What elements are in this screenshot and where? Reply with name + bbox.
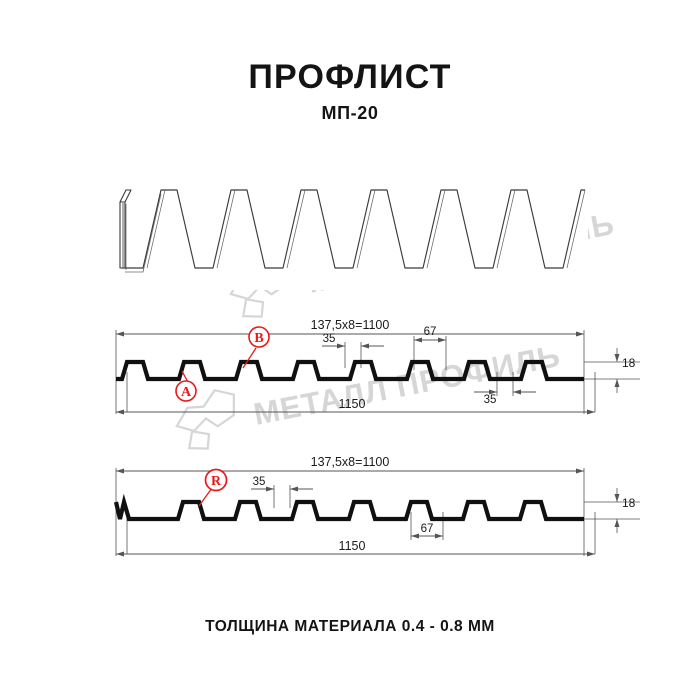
section-top-extension-lines — [115, 330, 640, 414]
dim-valley-width-bottom: 67 — [410, 512, 444, 540]
page-subtitle: МП-20 — [321, 103, 379, 123]
dim-height-top: 18 — [614, 348, 636, 393]
dim-label-pitch-bottom: 137,5x8=1100 — [311, 455, 390, 469]
dim-label-overall-top: 1150 — [339, 397, 366, 411]
dim-label-height-bottom: 18 — [622, 496, 636, 510]
dim-overall-top: 1150 — [116, 397, 595, 415]
dim-rib-width-top: 35 — [322, 333, 384, 368]
dim-pitch-top: 137,5x8=1100 — [116, 318, 584, 337]
isometric-sheet-view — [118, 170, 588, 290]
callout-a-label: A — [181, 385, 192, 400]
dim-valley-width-top: 67 — [413, 326, 447, 370]
page-title: ПРОФЛИСТ — [248, 58, 452, 96]
dim-rib-width-bottom: 35 — [251, 476, 313, 508]
callout-b-label: B — [254, 331, 263, 346]
dim-label-valley-width-bottom: 67 — [421, 523, 434, 535]
dim-label-height-top: 18 — [622, 356, 636, 370]
dim-label-rib-width-bottom: 35 — [253, 476, 266, 488]
dim-label-pitch-top: 137,5x8=1100 — [311, 318, 390, 332]
callout-r-label: R — [211, 474, 222, 489]
material-thickness-note: ТОЛЩИНА МАТЕРИАЛА 0.4 - 0.8 ММ — [205, 618, 495, 635]
watermark-label-lower: МЕТАЛЛ ПРОФИЛЬ — [251, 338, 564, 432]
section-top-profile — [116, 359, 584, 382]
watermark-lower: МЕТАЛЛ ПРОФИЛЬ — [175, 338, 564, 450]
callout-a: A — [175, 370, 197, 402]
callout-r: R — [198, 468, 228, 507]
callout-b: B — [242, 326, 270, 369]
section-top: 137,5x8=1100 1150 35 67 — [115, 318, 640, 415]
section-bottom-extension-lines — [115, 468, 640, 556]
dim-label-rib-width-top-2: 35 — [484, 394, 497, 406]
dim-pitch-bottom: 137,5x8=1100 — [116, 455, 584, 474]
section-bottom-profile — [113, 493, 584, 522]
isometric-final — [119, 189, 586, 273]
dim-overall-bottom: 1150 — [116, 539, 595, 557]
dim-height-bottom: 18 — [614, 488, 636, 533]
dim-label-rib-width-top: 35 — [323, 333, 336, 345]
dim-label-overall-bottom: 1150 — [339, 539, 366, 553]
isometric-overlay — [118, 170, 588, 290]
dim-rib-width-top-2: 35 — [474, 372, 536, 406]
section-bottom: 137,5x8=1100 1150 35 67 — [113, 455, 640, 557]
dim-label-valley-width-top: 67 — [424, 326, 437, 338]
